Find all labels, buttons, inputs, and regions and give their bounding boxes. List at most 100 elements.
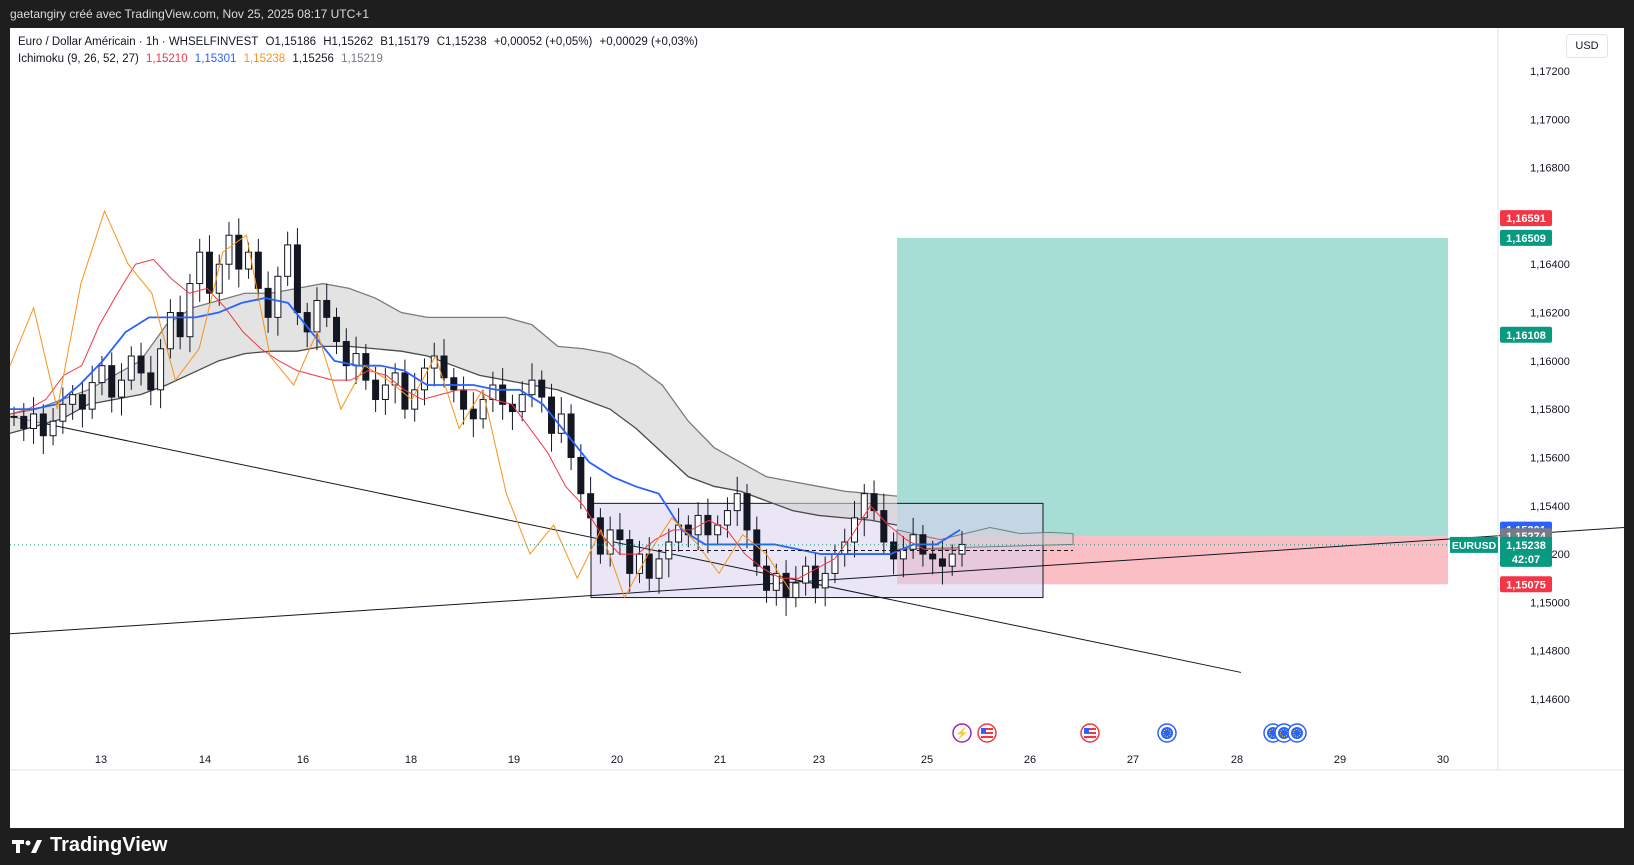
candle-body	[10, 415, 18, 418]
candle-body	[176, 312, 184, 338]
candle	[811, 552, 819, 604]
candle	[616, 513, 624, 556]
chikou-span-line	[10, 209, 791, 599]
flag-stripe	[1084, 734, 1096, 736]
legend-symbol: Euro / Dollar Américain · 1h · WHSELFINV…	[18, 36, 259, 48]
candle-body	[499, 384, 507, 405]
candle-body	[264, 287, 272, 318]
candle-body	[215, 263, 223, 294]
candle-body	[577, 456, 585, 495]
symbol-tag-bg	[1450, 536, 1498, 553]
event-glyph: ⚡	[955, 727, 969, 740]
candle-body	[88, 382, 96, 410]
candle-body	[655, 558, 663, 579]
candle-body	[254, 251, 262, 289]
price-tick-label: 1,16800	[1530, 163, 1570, 175]
candle	[118, 363, 126, 416]
price-tick-label: 1,16400	[1530, 259, 1570, 271]
candle-body	[313, 299, 321, 333]
legend-low: B1,15179	[380, 36, 430, 48]
candle-body	[98, 365, 106, 384]
candle-body	[811, 565, 819, 589]
candle-body	[948, 553, 956, 567]
candle-body	[479, 398, 487, 420]
eu-stars	[1163, 729, 1171, 737]
tradingview-logo[interactable]: TradingView	[12, 834, 167, 857]
candle-body	[157, 348, 165, 391]
candle	[479, 389, 487, 429]
footer-bar: TradingView	[0, 828, 1634, 865]
candle-body	[420, 367, 428, 391]
candle-body	[528, 379, 536, 396]
us-flag-icon[interactable]	[977, 723, 997, 743]
candle-body	[538, 379, 546, 398]
price-label: 1,15238	[1506, 540, 1546, 552]
indicator-lines-layer	[10, 209, 1498, 599]
time-tick-label: 20	[611, 754, 623, 766]
currency-button[interactable]: USD	[1566, 34, 1608, 58]
candle	[772, 563, 780, 606]
eu-stars	[1293, 729, 1301, 737]
price-label: 1,16509	[1506, 233, 1546, 245]
candle-body	[381, 384, 389, 400]
candle	[469, 392, 477, 438]
candle-body	[205, 251, 213, 294]
legend-close: C1,15238	[436, 36, 487, 48]
candle-body	[78, 394, 86, 410]
candle-body	[30, 413, 38, 429]
flag-stripes	[981, 728, 993, 738]
lightning-icon[interactable]: ⚡	[952, 723, 972, 743]
candle-body	[118, 379, 126, 398]
candle	[264, 271, 272, 333]
candle-body	[723, 510, 731, 526]
price-tick-label: 1,15000	[1530, 597, 1570, 609]
legend-ichimoku-v3: 1,15238	[243, 53, 286, 65]
candle	[372, 366, 380, 413]
candle-body	[645, 553, 653, 579]
legend-high: H1,15262	[323, 36, 374, 48]
eu-flag-icon[interactable]	[1157, 723, 1177, 743]
candle	[391, 363, 399, 404]
us-flag-icon[interactable]	[1080, 723, 1100, 743]
candle	[880, 493, 888, 555]
candle	[655, 549, 663, 594]
target-zone	[897, 237, 1448, 537]
candle-body	[450, 377, 458, 391]
symbol-tag-label: EURUSD	[1452, 540, 1497, 552]
candle	[78, 381, 86, 428]
candle-body	[460, 389, 468, 410]
legend-change2: +0,00029 (+0,03%)	[599, 36, 698, 48]
candle	[860, 484, 868, 537]
time-tick-label: 25	[921, 754, 933, 766]
candle-body	[606, 529, 614, 555]
time-tick-label: 27	[1127, 754, 1139, 766]
tradingview-logo-icon	[12, 839, 42, 853]
candle-body	[821, 572, 829, 589]
candle	[342, 328, 350, 382]
candle	[39, 404, 47, 455]
chart-canvas[interactable]: 1,146001,148001,150001,152001,154001,156…	[10, 28, 1624, 828]
price-label-bg	[1500, 550, 1552, 567]
time-tick-label: 28	[1231, 754, 1243, 766]
eu-flag-icon[interactable]	[1287, 723, 1307, 743]
candle-body	[20, 415, 28, 429]
price-axis-layer: 1,146001,148001,150001,152001,154001,156…	[1450, 28, 1570, 770]
candle-body	[489, 384, 497, 400]
time-tick-label: 19	[508, 754, 520, 766]
candle-body	[938, 558, 946, 567]
legend-ichimoku-name: Ichimoku (9, 26, 52, 27)	[18, 53, 139, 65]
flag-canton	[981, 728, 986, 733]
legend-ichimoku-v4: 1,15256	[292, 53, 334, 65]
price-tick-label: 1,17200	[1530, 66, 1570, 78]
candle-body	[411, 389, 419, 410]
candle-body	[59, 403, 67, 422]
candle-body	[391, 372, 399, 386]
chart-area[interactable]: 1,146001,148001,150001,152001,154001,156…	[10, 28, 1624, 828]
candle-body	[196, 251, 204, 285]
price-tick-label: 1,15600	[1530, 452, 1570, 464]
legend-open: O1,15186	[265, 36, 317, 48]
candle	[205, 235, 213, 303]
tenkan-sen-line	[10, 258, 960, 579]
candle	[127, 346, 135, 390]
candle	[528, 363, 536, 408]
